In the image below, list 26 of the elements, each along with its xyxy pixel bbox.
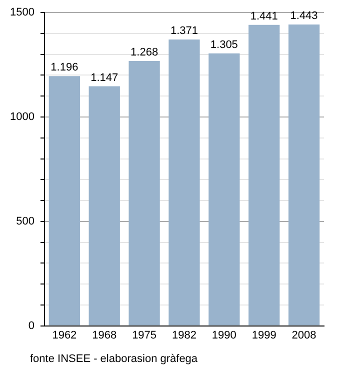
data-label: 1.268 — [130, 46, 158, 59]
data-label: 1.371 — [170, 25, 198, 38]
data-label: 1.305 — [210, 38, 238, 51]
x-tick-label: 1975 — [132, 329, 157, 342]
x-tick-label: 1968 — [92, 329, 117, 342]
y-tick-label: 1000 — [10, 111, 34, 124]
x-tick-label: 1999 — [252, 329, 276, 342]
x-tick-label: 1990 — [212, 329, 236, 342]
data-label: 1.443 — [290, 10, 318, 22]
bar — [48, 76, 80, 326]
data-label: 1.441 — [250, 10, 278, 22]
bar — [288, 24, 320, 326]
x-tick-label: 2008 — [292, 329, 316, 342]
bar — [248, 24, 280, 326]
x-tick-label: 1982 — [172, 329, 196, 342]
data-label: 1.147 — [90, 72, 118, 84]
bar — [128, 61, 160, 326]
bar — [208, 53, 240, 326]
y-tick-label: 500 — [16, 215, 34, 228]
x-tick-label: 1962 — [52, 329, 77, 342]
bar — [88, 86, 120, 326]
source-note: fonte INSEE - elaborasion gràfega — [30, 353, 198, 365]
y-tick-label: 1500 — [10, 6, 34, 19]
data-label: 1.196 — [50, 62, 78, 74]
y-tick-label: 0 — [28, 320, 34, 332]
bar — [168, 40, 200, 326]
